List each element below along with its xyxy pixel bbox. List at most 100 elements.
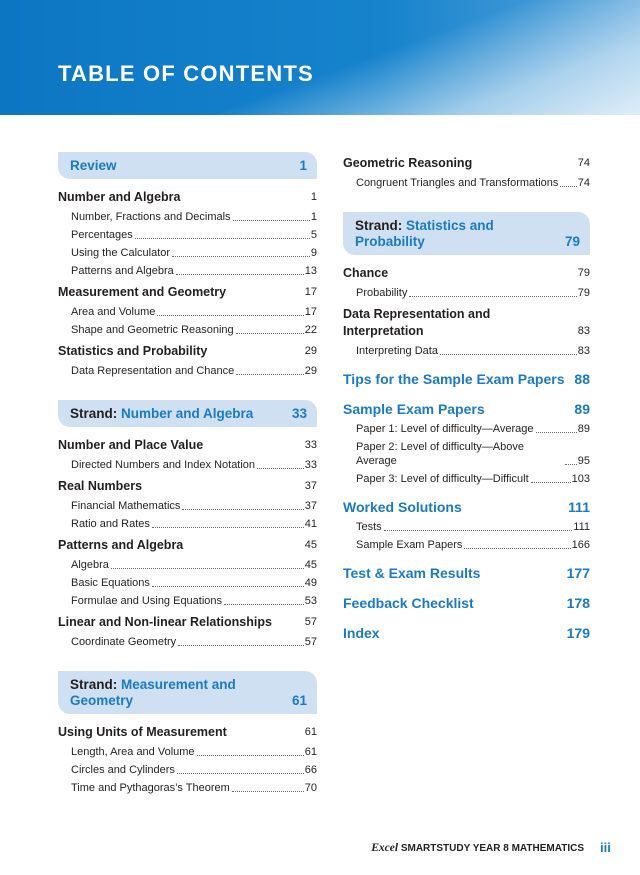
dot-leader <box>464 548 571 549</box>
section-title: Review <box>70 158 117 173</box>
page-ref: 57 <box>304 636 317 648</box>
dot-leader <box>231 791 304 792</box>
entry-title: Tests <box>356 521 382 533</box>
toc-item: Probability 79 <box>343 286 590 300</box>
dot-leader <box>439 354 577 355</box>
toc-item: Circles and Cylinders 66 <box>58 763 317 777</box>
entry-title: Percentages <box>71 229 133 241</box>
entry-title: Statistics and Probability <box>58 344 208 358</box>
page-ref: 79 <box>577 267 590 279</box>
entry-title: Measurement and Geometry <box>58 285 227 299</box>
dot-leader <box>232 220 310 221</box>
dot-leader <box>110 568 304 569</box>
toc-item: Ratio and Rates 41 <box>58 517 317 531</box>
page-ref: 111 <box>573 521 590 533</box>
dot-leader <box>178 645 304 646</box>
page-ref: 5 <box>310 229 317 241</box>
page-ref: 61 <box>304 746 317 758</box>
page-title: TABLE OF CONTENTS <box>58 61 314 86</box>
entry-title: Sample Exam Papers <box>343 401 485 417</box>
toc-item: Paper 2: Level of difficulty—Above Avera… <box>343 440 590 468</box>
dot-leader <box>257 468 304 469</box>
dot-leader <box>151 586 304 587</box>
page-ref: 89 <box>577 423 590 435</box>
entry-title: Linear and Non-linear Relationships <box>58 615 272 629</box>
page-ref: 1 <box>310 191 317 203</box>
entry-title: Coordinate Geometry <box>71 636 177 648</box>
dot-leader <box>176 773 304 774</box>
toc-banner: Strand: Number and Algebra 33 <box>58 400 317 427</box>
page-ref: 79 <box>564 234 580 249</box>
dot-leader <box>236 374 304 375</box>
page-ref: 103 <box>571 473 590 485</box>
dot-leader <box>530 482 571 483</box>
page-number: iii <box>600 840 611 855</box>
banner-title: Review <box>70 158 299 174</box>
page-ref: 33 <box>304 459 317 471</box>
entry-title: Paper 1: Level of difficulty—Average <box>356 423 534 435</box>
toc-item: Paper 1: Level of difficulty—Average 89 <box>343 422 590 436</box>
page-ref: 22 <box>304 324 317 336</box>
toc-banner: Strand: Measurement and Geometry 61 <box>58 671 317 714</box>
page-ref: 166 <box>571 539 590 551</box>
dot-leader <box>535 432 577 433</box>
dot-leader <box>409 296 577 297</box>
page-ref: 29 <box>304 345 317 357</box>
entry-title: Paper 3: Level of difficulty—Difficult <box>356 473 529 485</box>
dot-leader <box>175 274 304 275</box>
entry-title: Directed Numbers and Index Notation <box>71 459 256 471</box>
entry-title: Number and Place Value <box>58 438 204 452</box>
dot-leader <box>134 238 310 239</box>
page-ref: 37 <box>304 500 317 512</box>
toc-item: Directed Numbers and Index Notation 33 <box>58 458 317 472</box>
toc-banner: Review 1 <box>58 152 317 179</box>
dot-leader <box>564 464 577 465</box>
entry-title: Algebra <box>71 559 109 571</box>
footer-brand: Excel <box>371 842 399 854</box>
page-ref: 29 <box>304 365 317 377</box>
page-ref: 53 <box>304 595 317 607</box>
page-ref: 61 <box>291 693 307 708</box>
entry-title: Chance <box>343 266 389 280</box>
toc-item: Algebra 45 <box>58 558 317 572</box>
page-ref: 178 <box>566 595 590 611</box>
page-ref: 74 <box>577 157 590 169</box>
toc-heading: Chance 79 <box>343 265 590 282</box>
toc-item: Length, Area and Volume 61 <box>58 745 317 759</box>
dot-leader <box>182 509 304 510</box>
page-ref: 111 <box>568 499 590 515</box>
page-ref: 1 <box>310 211 317 223</box>
toc-item: Coordinate Geometry 57 <box>58 635 317 649</box>
toc-major: Sample Exam Papers 89 <box>343 400 590 418</box>
strand-label: Strand: <box>355 218 403 233</box>
entry-title: Area and Volume <box>71 306 156 318</box>
page-ref: 83 <box>577 325 590 337</box>
entry-title: Using the Calculator <box>71 247 171 259</box>
footer-book: YEAR 8 MATHEMATICS <box>472 843 584 854</box>
toc-item: Number, Fractions and Decimals 1 <box>58 210 317 224</box>
dot-leader <box>196 755 304 756</box>
header-band: TABLE OF CONTENTS <box>0 0 640 115</box>
page-ref: 17 <box>304 286 317 298</box>
toc-major: Index 179 <box>343 624 590 642</box>
toc-major: Test & Exam Results 177 <box>343 564 590 582</box>
entry-title: Using Units of Measurement <box>58 725 227 739</box>
toc-heading: Data Representation and Interpretation 83 <box>343 306 590 340</box>
dot-leader <box>235 333 304 334</box>
page-ref: 45 <box>304 539 317 551</box>
page-ref: 45 <box>304 559 317 571</box>
entry-title: Test & Exam Results <box>343 565 481 581</box>
toc-heading: Statistics and Probability 29 <box>58 343 317 360</box>
entry-title: Length, Area and Volume <box>71 746 195 758</box>
page-ref: 33 <box>291 406 307 421</box>
dot-leader <box>151 527 304 528</box>
dot-leader <box>172 256 310 257</box>
entry-title: Patterns and Algebra <box>58 538 184 552</box>
entry-title: Basic Equations <box>71 577 150 589</box>
page-ref: 17 <box>304 306 317 318</box>
section-title: Measurement and Geometry <box>70 677 236 708</box>
entry-title: Real Numbers <box>58 479 143 493</box>
dot-leader <box>383 530 573 531</box>
toc-item: Financial Mathematics 37 <box>58 499 317 513</box>
